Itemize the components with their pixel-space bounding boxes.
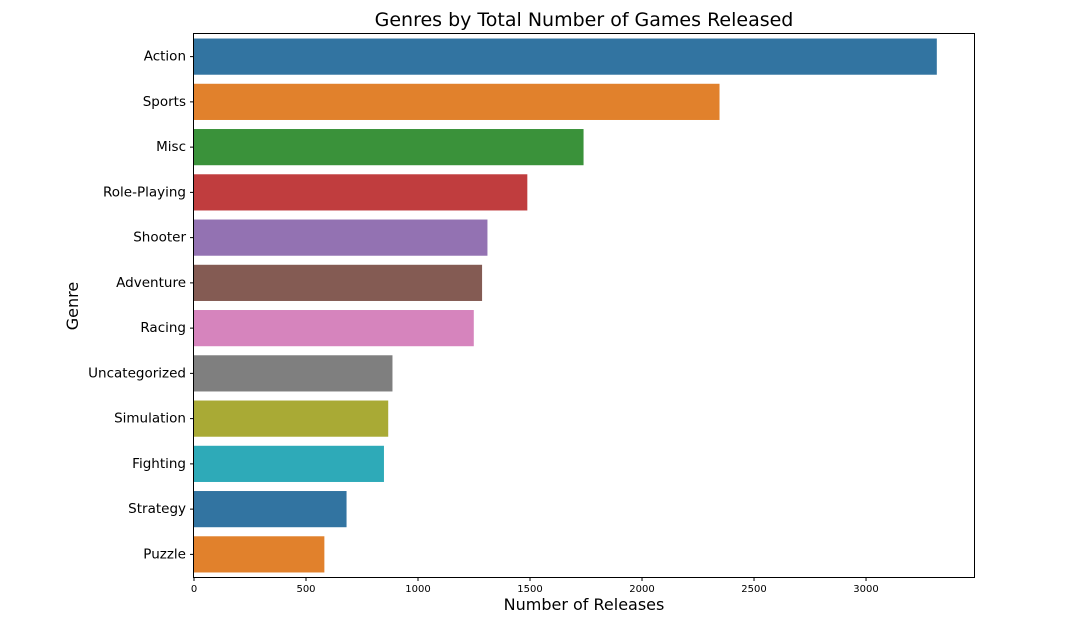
y-tick-label-simulation: Simulation (114, 411, 186, 427)
bar-simulation (194, 400, 389, 437)
y-tick-label-puzzle: Puzzle (143, 546, 186, 562)
y-ticks-group: Action Sports Misc Role-Playing Shooter Adven… (88, 49, 194, 562)
x-tick-label-3000: 3000 (853, 584, 878, 595)
x-tick-label-1000: 1000 (405, 584, 430, 595)
y-axis-label: Genre (63, 282, 82, 330)
x-tick-label-2000: 2000 (629, 584, 654, 595)
y-tick-label-racing: Racing (140, 320, 186, 336)
bar-misc (194, 129, 584, 166)
y-tick-label-shooter: Shooter (133, 230, 186, 246)
y-tick-label-fighting: Fighting (132, 456, 186, 472)
x-axis-label: Number of Releases (504, 595, 665, 614)
plot-frame (193, 33, 975, 578)
y-tick-label-misc: Misc (156, 139, 186, 155)
y-tick-label-sports: Sports (143, 94, 186, 110)
x-tick-label-2500: 2500 (741, 584, 766, 595)
bar-action (194, 38, 937, 75)
bar-adventure (194, 264, 483, 301)
bar-racing (194, 310, 474, 347)
bar-uncategorized (194, 355, 393, 392)
y-tick-label-adventure: Adventure (116, 275, 186, 291)
bar-puzzle (194, 536, 325, 573)
x-ticks-group: 0 500 1000 1500 2000 2500 3000 (191, 577, 879, 595)
x-tick-label-1500: 1500 (517, 584, 542, 595)
chart-title: Genres by Total Number of Games Released (375, 9, 794, 31)
bar-strategy (194, 491, 347, 528)
bar-role-playing (194, 174, 528, 211)
bar-sports (194, 83, 720, 120)
x-tick-label-0: 0 (191, 584, 197, 595)
bars-group (194, 38, 937, 573)
y-tick-label-action: Action (144, 49, 186, 65)
x-tick-label-500: 500 (296, 584, 315, 595)
bar-shooter (194, 219, 488, 256)
y-tick-label-uncategorized: Uncategorized (88, 365, 186, 381)
bar-fighting (194, 445, 384, 482)
y-tick-label-role-playing: Role-Playing (103, 184, 186, 200)
y-tick-label-strategy: Strategy (128, 501, 186, 517)
